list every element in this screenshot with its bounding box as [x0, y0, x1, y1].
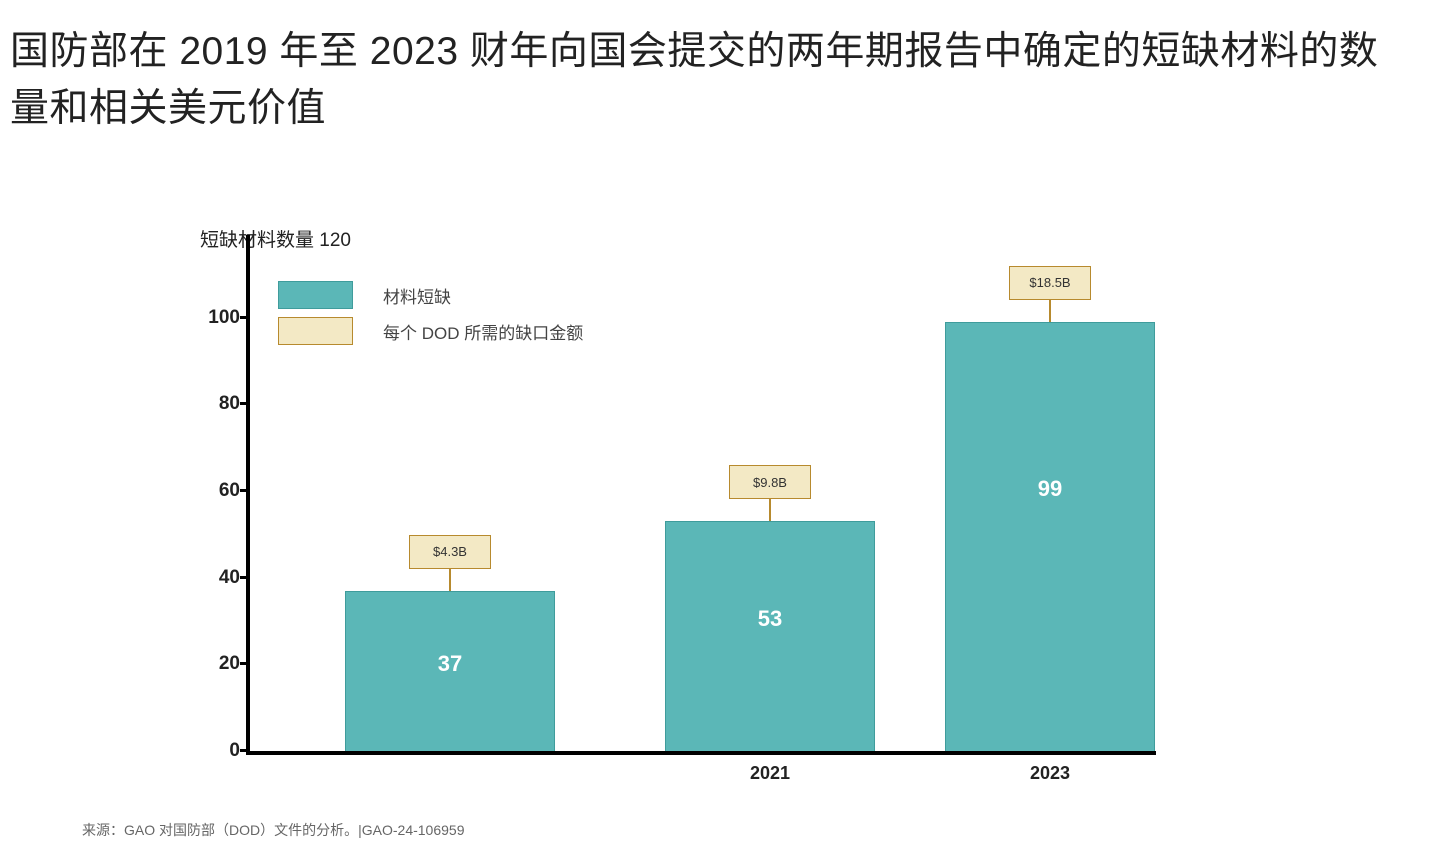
y-tick-label: 0 [200, 740, 240, 762]
y-tick-label: 80 [200, 393, 240, 415]
y-tick-label: 40 [200, 567, 240, 589]
y-tick-label: 20 [200, 653, 240, 675]
bar-value-label: 53 [665, 606, 875, 632]
plot-region: 02040608010037$4.3B53$9.8B202199$18.5B20… [246, 235, 1156, 755]
y-tick-mark [240, 402, 250, 405]
y-tick-mark [240, 316, 250, 319]
bar [665, 521, 875, 751]
y-tick-mark [240, 662, 250, 665]
y-tick-label: 100 [200, 307, 240, 329]
bar [945, 322, 1155, 751]
source-note: 来源：GAO 对国防部（DOD）文件的分析。|GAO-24-106959 [82, 820, 464, 840]
callout-stem [769, 499, 771, 521]
dollar-callout: $9.8B [729, 465, 811, 499]
y-tick-mark [240, 489, 250, 492]
dollar-callout: $4.3B [409, 535, 491, 569]
y-tick-mark [240, 749, 250, 752]
y-tick-label: 60 [200, 480, 240, 502]
x-tick-label: 2023 [1030, 763, 1070, 784]
bar-value-label: 37 [345, 651, 555, 677]
callout-stem [1049, 300, 1051, 322]
chart-area: 短缺材料数量 120 材料短缺 每个 DOD 所需的缺口金额 020406080… [200, 225, 1200, 785]
x-tick-label: 2021 [750, 763, 790, 784]
y-tick-mark [240, 576, 250, 579]
bar-value-label: 99 [945, 476, 1155, 502]
dollar-callout: $18.5B [1009, 266, 1091, 300]
callout-stem [449, 569, 451, 591]
chart-title: 国防部在 2019 年至 2023 财年向国会提交的两年期报告中确定的短缺材料的… [10, 24, 1416, 137]
